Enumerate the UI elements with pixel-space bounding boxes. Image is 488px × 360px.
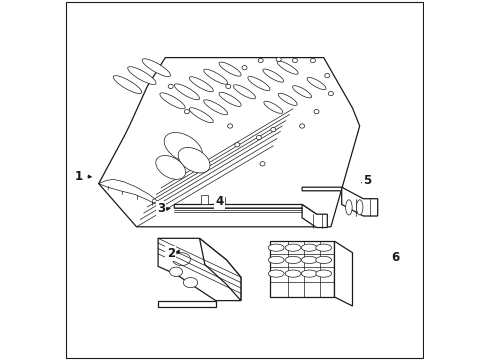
Ellipse shape [156, 156, 185, 179]
Polygon shape [199, 238, 241, 301]
Ellipse shape [301, 270, 317, 277]
Text: 4: 4 [215, 195, 223, 208]
Text: 6: 6 [391, 251, 399, 264]
Polygon shape [302, 187, 355, 202]
Ellipse shape [142, 59, 170, 77]
Ellipse shape [189, 77, 213, 92]
Ellipse shape [258, 58, 263, 63]
Ellipse shape [256, 135, 261, 140]
Ellipse shape [285, 270, 301, 277]
Ellipse shape [260, 162, 264, 166]
Ellipse shape [203, 100, 227, 115]
Ellipse shape [183, 278, 197, 288]
Ellipse shape [313, 109, 318, 114]
Polygon shape [341, 187, 377, 216]
Ellipse shape [242, 66, 246, 70]
Ellipse shape [270, 127, 275, 132]
Ellipse shape [263, 69, 283, 82]
Text: 5: 5 [362, 174, 370, 186]
Ellipse shape [315, 244, 331, 251]
Ellipse shape [328, 91, 333, 96]
Polygon shape [219, 197, 224, 204]
Ellipse shape [178, 148, 209, 173]
Ellipse shape [356, 200, 362, 215]
Ellipse shape [168, 84, 173, 89]
Ellipse shape [292, 86, 311, 98]
Polygon shape [302, 204, 326, 228]
Ellipse shape [292, 58, 297, 63]
Polygon shape [201, 195, 208, 204]
Ellipse shape [268, 270, 284, 277]
Ellipse shape [169, 267, 182, 276]
Ellipse shape [234, 143, 239, 147]
Ellipse shape [184, 109, 189, 114]
Ellipse shape [306, 77, 325, 90]
Polygon shape [334, 241, 352, 306]
Ellipse shape [278, 93, 297, 105]
Polygon shape [174, 204, 316, 218]
Ellipse shape [268, 256, 284, 264]
Ellipse shape [160, 93, 185, 109]
Ellipse shape [299, 124, 304, 128]
Ellipse shape [345, 200, 351, 215]
Ellipse shape [203, 69, 227, 84]
Ellipse shape [189, 108, 213, 123]
Ellipse shape [233, 85, 255, 99]
Ellipse shape [225, 84, 230, 89]
Ellipse shape [324, 73, 329, 78]
Ellipse shape [301, 256, 317, 264]
Text: 1: 1 [75, 170, 83, 183]
Ellipse shape [219, 62, 241, 76]
Ellipse shape [127, 67, 156, 85]
Ellipse shape [285, 256, 301, 264]
Polygon shape [158, 238, 241, 301]
Ellipse shape [113, 76, 142, 94]
Ellipse shape [227, 124, 232, 128]
Ellipse shape [285, 244, 301, 251]
Ellipse shape [277, 61, 298, 74]
Ellipse shape [247, 76, 269, 91]
Polygon shape [158, 301, 215, 307]
Ellipse shape [172, 253, 190, 266]
Ellipse shape [276, 57, 281, 62]
Ellipse shape [174, 84, 199, 100]
Ellipse shape [301, 244, 317, 251]
Polygon shape [269, 241, 334, 297]
Ellipse shape [315, 256, 331, 264]
Text: 2: 2 [166, 247, 174, 260]
Ellipse shape [219, 92, 241, 107]
Ellipse shape [315, 270, 331, 277]
Ellipse shape [268, 244, 284, 251]
Polygon shape [99, 58, 359, 227]
Text: 3: 3 [157, 202, 165, 215]
Ellipse shape [310, 58, 315, 63]
Ellipse shape [164, 132, 202, 163]
Ellipse shape [263, 101, 282, 113]
